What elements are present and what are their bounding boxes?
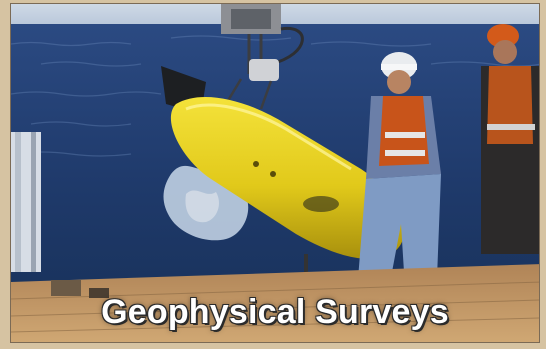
rail-post — [11, 132, 41, 272]
deck-cleats — [51, 280, 109, 298]
crew-member-2 — [481, 24, 539, 254]
photo-illustration — [11, 4, 539, 342]
crane-rig — [221, 4, 304, 110]
deck — [11, 264, 539, 342]
survey-photo: Geophysical Surveys — [10, 3, 540, 343]
photo-caption: Geophysical Surveys — [101, 293, 449, 331]
